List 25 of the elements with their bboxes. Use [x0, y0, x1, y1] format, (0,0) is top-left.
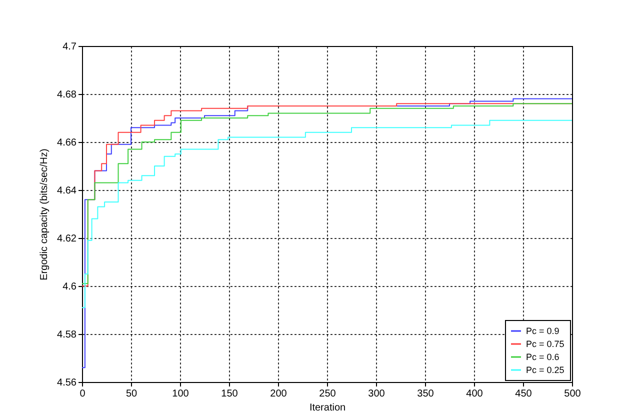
y-tick-label: 4.66 [57, 138, 77, 148]
y-tick-label: 4.58 [57, 330, 77, 340]
legend-label: Pc = 0.75 [526, 339, 564, 349]
y-tick-label: 4.56 [57, 378, 77, 388]
y-tick-label: 4.7 [62, 42, 77, 52]
x-tick-label: 350 [417, 388, 434, 400]
x-tick-label: 150 [221, 388, 238, 400]
y-tick-label: 4.62 [57, 234, 77, 244]
x-tick-label: 400 [466, 388, 484, 400]
x-tick-label: 50 [126, 388, 138, 400]
x-axis-title: Iteration [309, 402, 346, 414]
x-tick-label: 250 [319, 388, 336, 400]
y-tick-label: 4.68 [57, 90, 77, 100]
x-tick-label: 300 [368, 388, 386, 400]
legend-label: Pc = 0.9 [526, 326, 560, 336]
y-tick-label: 4.6 [62, 282, 77, 292]
y-axis-title: Ergodic capacity (bits/sec/Hz) [39, 148, 50, 280]
x-tick-label: 500 [564, 388, 582, 400]
legend-label: Pc = 0.6 [526, 352, 560, 362]
x-tick-label: 100 [172, 388, 190, 400]
x-tick-label: 450 [515, 388, 532, 400]
x-tick-label: 0 [80, 388, 86, 400]
y-tick-label: 4.64 [57, 186, 77, 196]
x-tick-label: 200 [270, 388, 288, 400]
legend-label: Pc = 0.25 [526, 365, 564, 375]
